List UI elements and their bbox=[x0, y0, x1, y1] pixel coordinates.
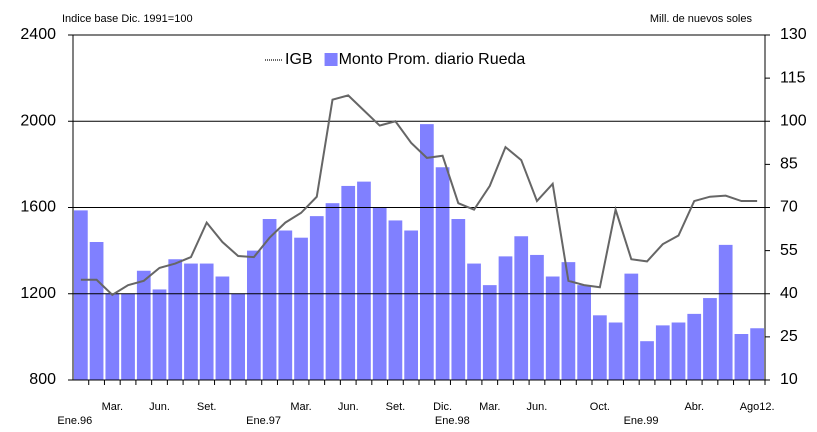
bar bbox=[530, 254, 544, 380]
x-tick-label: Oct. bbox=[590, 401, 610, 413]
bar bbox=[121, 293, 135, 380]
y2-tick-label: 25 bbox=[780, 328, 798, 345]
x-tick-label: Jun. bbox=[527, 401, 548, 413]
bar bbox=[655, 325, 670, 380]
y2-tick-label: 130 bbox=[780, 26, 807, 43]
bar bbox=[357, 181, 371, 380]
bar bbox=[247, 250, 261, 380]
x-tick-label: Set. bbox=[197, 401, 217, 413]
bar bbox=[577, 285, 591, 380]
x-tick-label: Jun. bbox=[149, 401, 170, 413]
bar bbox=[561, 262, 576, 380]
line bbox=[80, 94, 758, 297]
x-tick-label: Abr. bbox=[684, 401, 704, 413]
bar bbox=[105, 293, 120, 380]
bar bbox=[278, 230, 293, 380]
bar bbox=[89, 242, 104, 380]
x-tick-label: Ago12. bbox=[740, 401, 775, 413]
y2-tick-label: 40 bbox=[780, 285, 798, 302]
y-tick-label: 2000 bbox=[20, 112, 56, 129]
bar bbox=[231, 293, 245, 380]
legend-label: Monto Prom. diario Rueda bbox=[339, 51, 526, 68]
y2-axis-title: Mill. de nuevos soles bbox=[650, 13, 753, 25]
bar bbox=[671, 322, 686, 380]
bar bbox=[514, 236, 529, 380]
bar bbox=[74, 210, 88, 380]
bar bbox=[451, 219, 466, 380]
y2-tick-label: 55 bbox=[780, 242, 798, 259]
y-tick-label: 1200 bbox=[20, 285, 56, 302]
y-axis-title: Indice base Dic. 1991=100 bbox=[62, 13, 193, 25]
bar bbox=[640, 341, 654, 380]
bar bbox=[750, 328, 764, 380]
bar bbox=[593, 315, 607, 380]
y2-tick-label: 100 bbox=[780, 112, 807, 129]
bar bbox=[482, 285, 497, 380]
y2-tick-label: 70 bbox=[780, 199, 798, 216]
x-tick-label: Jun. bbox=[338, 401, 359, 413]
bar bbox=[136, 270, 151, 380]
bar bbox=[294, 237, 308, 380]
bar bbox=[152, 289, 167, 380]
x-tick-label: Mar. bbox=[479, 401, 500, 413]
y-tick-label: 1600 bbox=[20, 199, 56, 216]
bar bbox=[420, 124, 434, 380]
bar bbox=[184, 263, 198, 380]
bar bbox=[498, 256, 513, 380]
x-tick-label: Mar. bbox=[102, 401, 123, 413]
legend-swatch bbox=[324, 53, 338, 66]
x-tick-label: Ene.98 bbox=[435, 415, 470, 427]
y-tick-label: 800 bbox=[29, 371, 56, 388]
y-tick-label: 2400 bbox=[20, 26, 56, 43]
x-tick-label: Set. bbox=[386, 401, 406, 413]
bar bbox=[435, 167, 450, 380]
bar bbox=[703, 298, 717, 380]
y2-tick-label: 115 bbox=[780, 69, 806, 86]
bar bbox=[215, 276, 230, 380]
bar bbox=[608, 322, 623, 380]
bar bbox=[262, 219, 277, 380]
bar bbox=[718, 244, 733, 380]
bar bbox=[199, 263, 214, 380]
x-tick-label: Ene.97 bbox=[246, 415, 281, 427]
bar bbox=[467, 263, 481, 380]
bar bbox=[687, 313, 702, 380]
bar bbox=[341, 185, 356, 380]
y2-tick-label: 85 bbox=[780, 156, 798, 173]
bar bbox=[309, 216, 324, 380]
bar bbox=[734, 334, 749, 380]
bar bbox=[325, 203, 340, 380]
x-tick-label: Ene.96 bbox=[57, 415, 92, 427]
bar bbox=[545, 276, 560, 380]
bar bbox=[404, 230, 418, 380]
x-tick-label: Dic. bbox=[433, 401, 452, 413]
bar bbox=[388, 220, 403, 380]
x-tick-label: Mar. bbox=[290, 401, 311, 413]
legend-label: IGB bbox=[285, 51, 313, 68]
y2-tick-label: 10 bbox=[780, 371, 798, 388]
bar bbox=[624, 273, 639, 380]
x-tick-label: Ene.99 bbox=[624, 415, 659, 427]
bar bbox=[168, 259, 183, 380]
